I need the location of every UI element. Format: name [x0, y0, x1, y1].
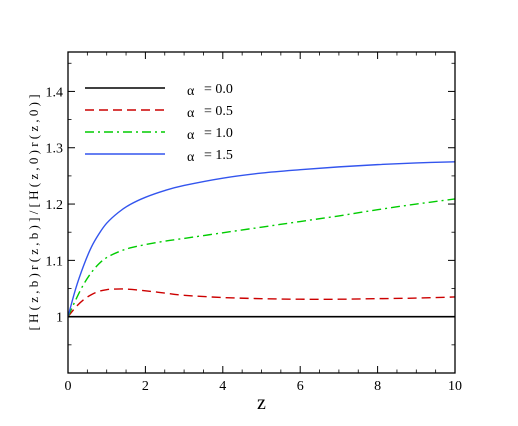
x-axis-title: z — [257, 392, 266, 414]
y-tick-label: 1 — [56, 311, 63, 326]
series-line-1 — [68, 288, 455, 318]
legend-symbol: α — [187, 128, 195, 143]
y-axis-title: [ H ( z , b ) r ( z , b ) ] / [ H ( z , … — [26, 94, 41, 330]
legend-label: = 0.0 — [204, 82, 233, 97]
x-tick-label: 0 — [65, 379, 72, 394]
y-tick-label: 1.2 — [46, 198, 64, 213]
x-tick-label: 2 — [142, 379, 149, 394]
plot-frame — [67, 51, 456, 374]
x-tick-label: 10 — [448, 379, 462, 394]
legend: α = 0.0 α = 0.5 α = 1.0 α = 1.5 — [85, 82, 233, 165]
x-tick-label: 6 — [297, 379, 304, 394]
y-tick-label: 1.1 — [46, 254, 64, 269]
series-line-3 — [68, 161, 455, 317]
y-tick-label: 1.3 — [46, 142, 64, 157]
x-tick-label: 4 — [219, 379, 226, 394]
legend-symbol: α — [187, 106, 195, 121]
x-tick-label: 8 — [374, 379, 381, 394]
legend-symbol: α — [187, 84, 195, 99]
series-layer — [68, 161, 455, 318]
legend-label: = 1.0 — [204, 126, 233, 141]
series-line-2 — [68, 198, 455, 317]
y-tick-label: 1.4 — [46, 85, 64, 100]
legend-label: = 0.5 — [204, 104, 233, 119]
ticks-layer: 0 2 4 6 8 10 1 1.1 1.2 1.3 1.4 — [46, 52, 462, 394]
legend-label: = 1.5 — [204, 148, 233, 163]
legend-symbol: α — [187, 150, 195, 165]
